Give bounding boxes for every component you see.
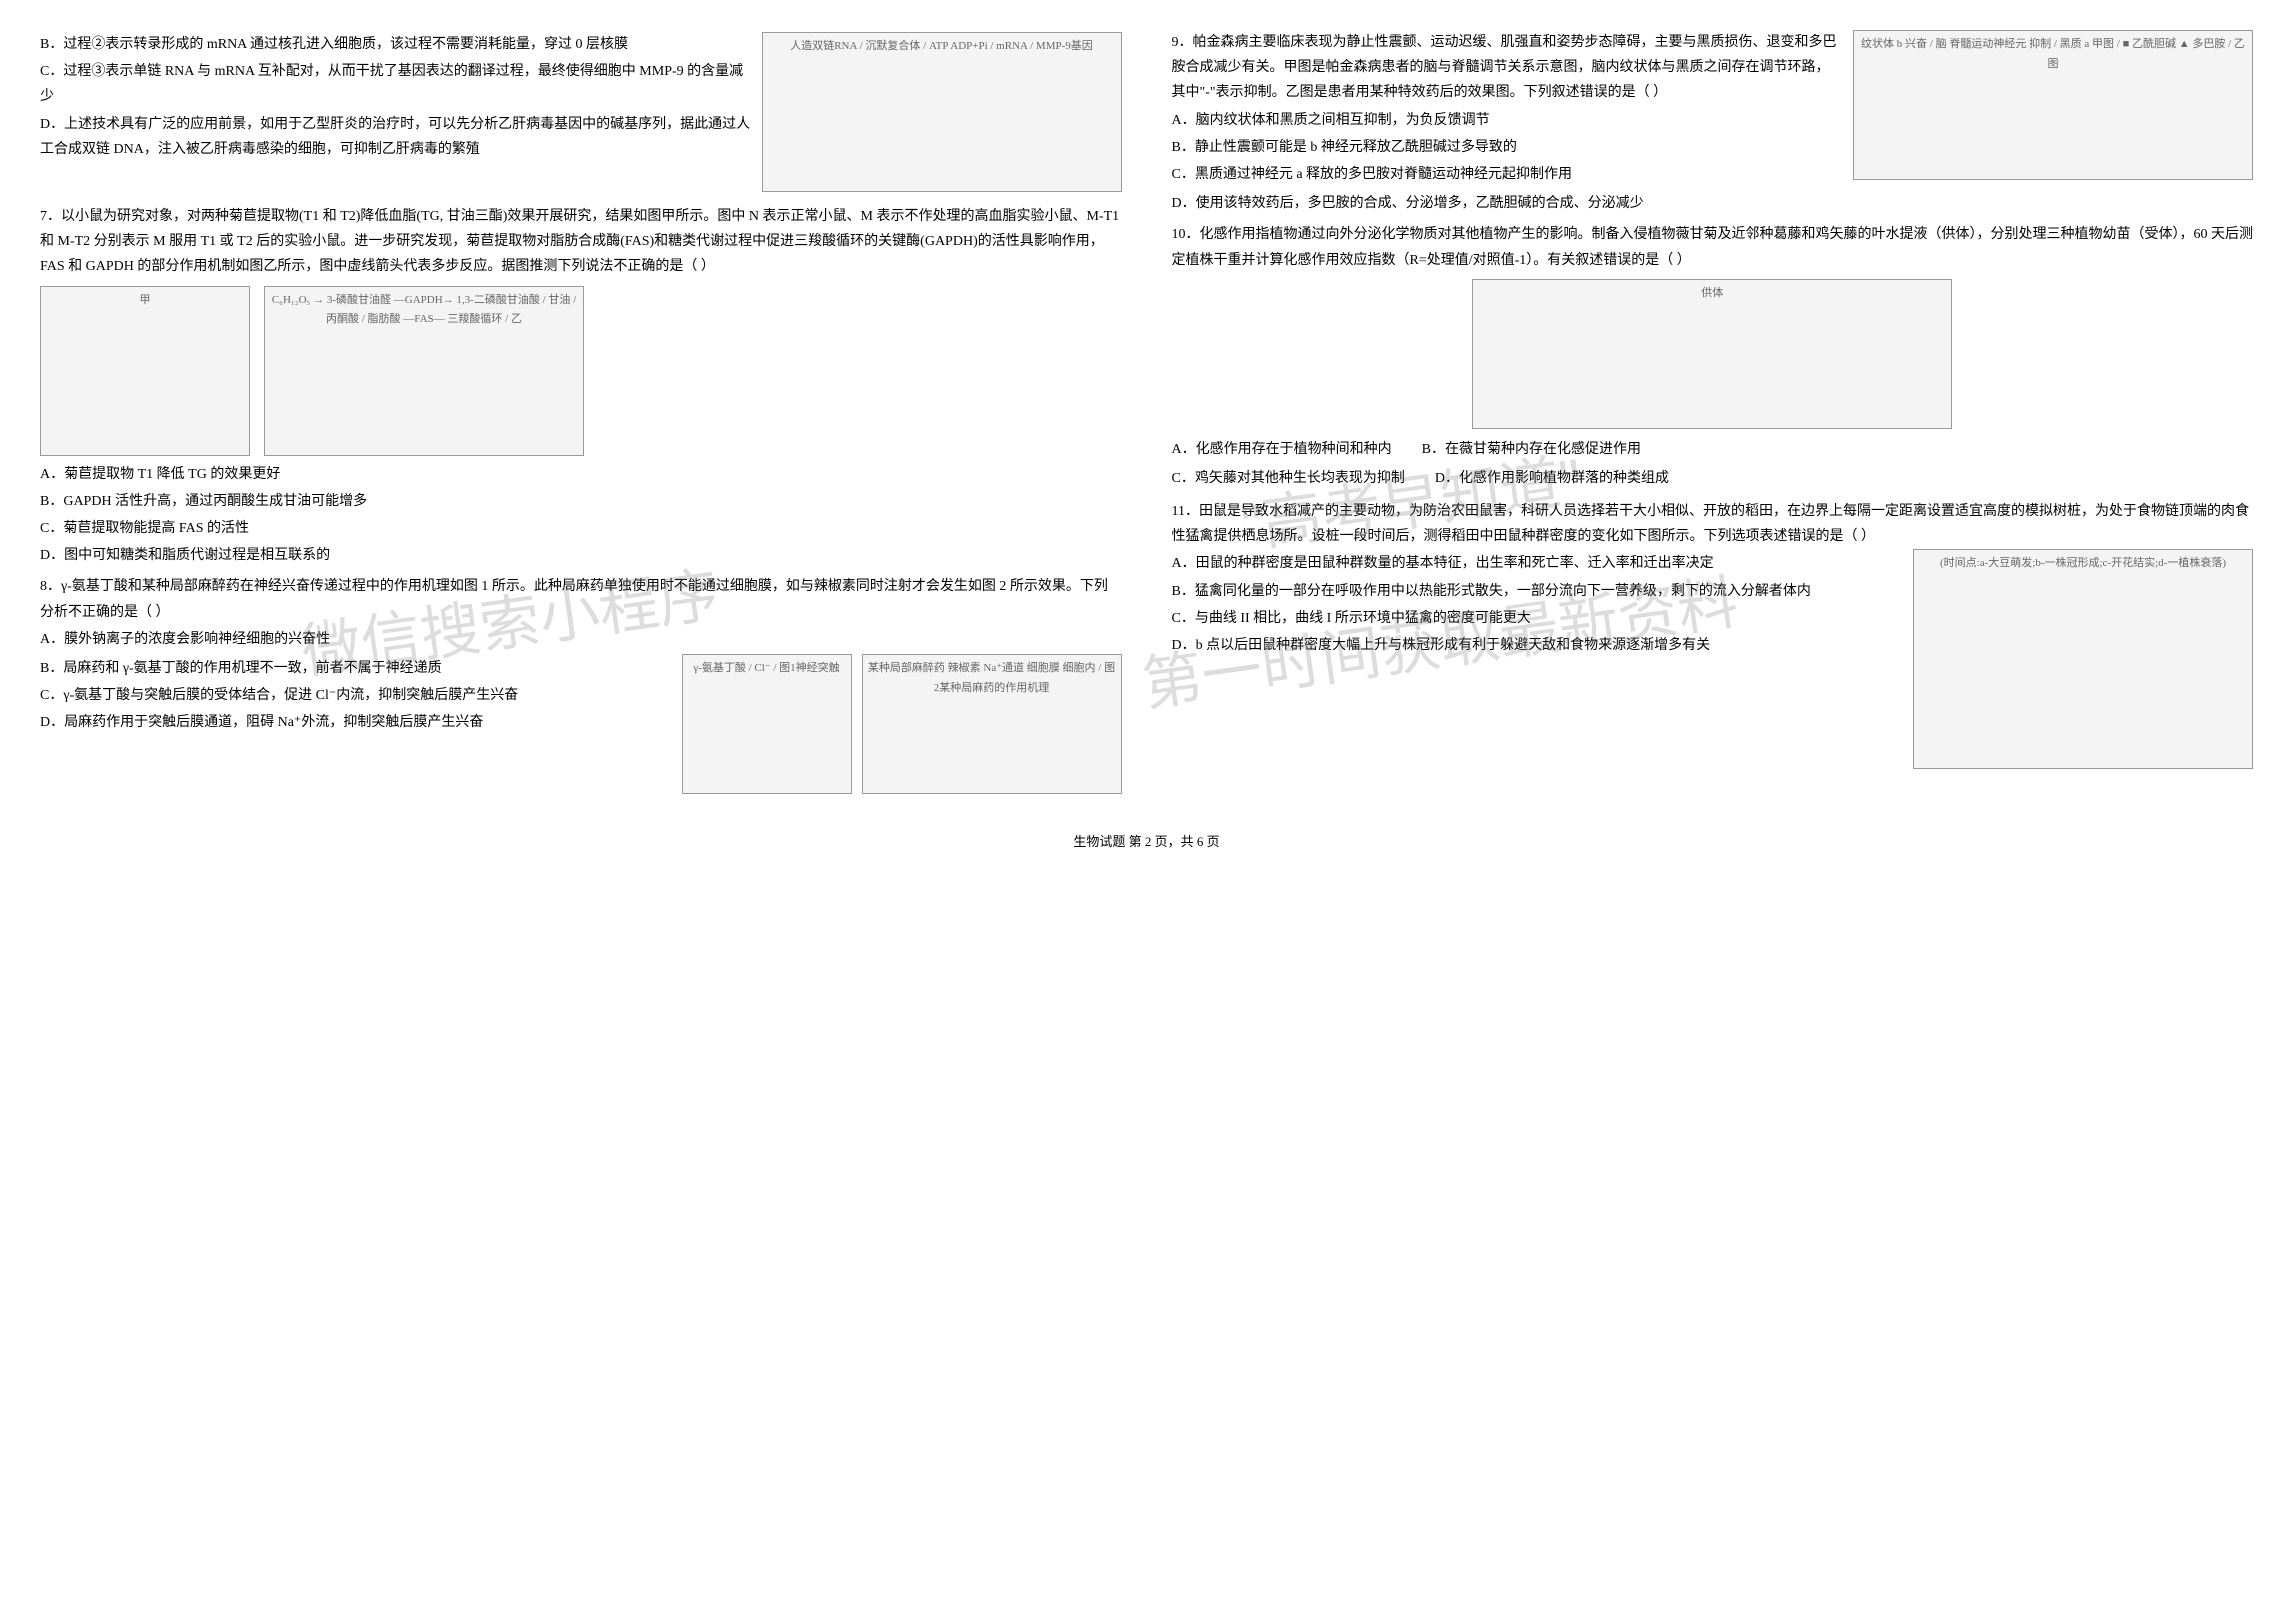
- q10-opt-d: D．化感作用影响植物群落的种类组成: [1435, 466, 1669, 491]
- q10: 10．化感作用指植物通过向外分泌化学物质对其他植物产生的影响。制备入侵植物薇甘菊…: [1172, 222, 2254, 493]
- q7-opt-c: C．菊苣提取物能提高 FAS 的活性: [40, 516, 1122, 541]
- q8-fig2: 某种局部麻醉药 辣椒素 Na⁺通道 细胞膜 细胞内 / 图2某种局麻药的作用机理: [862, 654, 1122, 794]
- q10-opt-a: A．化感作用存在于植物种间和种内: [1172, 437, 1392, 462]
- q7-opt-d: D．图中可知糖类和脂质代谢过程是相互联系的: [40, 543, 1122, 568]
- q6-cont: 人造双链RNA / 沉默复合体 / ATP ADP+Pi / mRNA / MM…: [40, 32, 1122, 198]
- q8-opt-d: D．局麻药作用于突触后膜通道，阻碍 Na⁺外流，抑制突触后膜产生兴奋: [40, 710, 672, 735]
- right-column: 纹状体 b 兴奋 / 脑 脊髓运动神经元 抑制 / 黑质 a 甲图 / ■ 乙酰…: [1172, 30, 2254, 800]
- q7: 7．以小鼠为研究对象，对两种菊苣提取物(T1 和 T2)降低血脂(TG, 甘油三…: [40, 204, 1122, 568]
- left-column: 人造双链RNA / 沉默复合体 / ATP ADP+Pi / mRNA / MM…: [40, 30, 1122, 800]
- q8: 8．γ-氨基丁酸和某种局部麻醉药在神经兴奋传递过程中的作用机理如图 1 所示。此…: [40, 574, 1122, 794]
- q7-opt-b: B．GAPDH 活性升高，通过丙酮酸生成甘油可能增多: [40, 489, 1122, 514]
- q11-chart: (时间点:a-大豆萌发;b-一株冠形成;c-开花结实;d-一植株衰落): [1913, 549, 2253, 769]
- q10-stem: 10．化感作用指植物通过向外分泌化学物质对其他植物产生的影响。制备入侵植物薇甘菊…: [1172, 222, 2254, 272]
- q10-opt-b: B．在薇甘菊种内存在化感促进作用: [1422, 437, 1641, 462]
- q10-charts: 供体: [1472, 279, 1952, 429]
- q10-opt-c: C．鸡矢藤对其他种生长均表现为抑制: [1172, 466, 1405, 491]
- q8-opt-a: A．膜外钠离子的浓度会影响神经细胞的兴奋性: [40, 627, 1122, 652]
- q8-stem: 8．γ-氨基丁酸和某种局部麻醉药在神经兴奋传递过程中的作用机理如图 1 所示。此…: [40, 574, 1122, 624]
- q7-diagram-yi: C₆H₁₂O₅ → 3-磷酸甘油醛 —GAPDH→ 1,3-二磷酸甘油酸 / 甘…: [264, 286, 584, 456]
- q9-figure: 纹状体 b 兴奋 / 脑 脊髓运动神经元 抑制 / 黑质 a 甲图 / ■ 乙酰…: [1853, 30, 2253, 180]
- q9: 纹状体 b 兴奋 / 脑 脊髓运动神经元 抑制 / 黑质 a 甲图 / ■ 乙酰…: [1172, 30, 2254, 216]
- q8-fig1: γ-氨基丁酸 / Cl⁻ / 图1神经突触: [682, 654, 852, 794]
- q8-opt-c: C．γ-氨基丁酸与突触后膜的受体结合，促进 Cl⁻内流，抑制突触后膜产生兴奋: [40, 683, 672, 708]
- page-footer: 生物试题 第 2 页，共 6 页: [40, 830, 2253, 853]
- q6-figure: 人造双链RNA / 沉默复合体 / ATP ADP+Pi / mRNA / MM…: [762, 32, 1122, 192]
- q8-opt-b: B．局麻药和 γ-氨基丁酸的作用机理不一致，前者不属于神经递质: [40, 656, 672, 681]
- q11: 11．田鼠是导致水稻减产的主要动物，为防治农田鼠害，科研人员选择若干大小相似、开…: [1172, 499, 2254, 775]
- q11-stem: 11．田鼠是导致水稻减产的主要动物，为防治农田鼠害，科研人员选择若干大小相似、开…: [1172, 499, 2254, 549]
- two-column-layout: 人造双链RNA / 沉默复合体 / ATP ADP+Pi / mRNA / MM…: [40, 30, 2253, 800]
- q9-opt-d: D．使用该特效药后，多巴胺的合成、分泌增多，乙酰胆碱的合成、分泌减少: [1172, 191, 2254, 216]
- q7-chart-jia: 甲: [40, 286, 250, 456]
- q7-opt-a: A．菊苣提取物 T1 降低 TG 的效果更好: [40, 462, 1122, 487]
- q7-stem: 7．以小鼠为研究对象，对两种菊苣提取物(T1 和 T2)降低血脂(TG, 甘油三…: [40, 204, 1122, 280]
